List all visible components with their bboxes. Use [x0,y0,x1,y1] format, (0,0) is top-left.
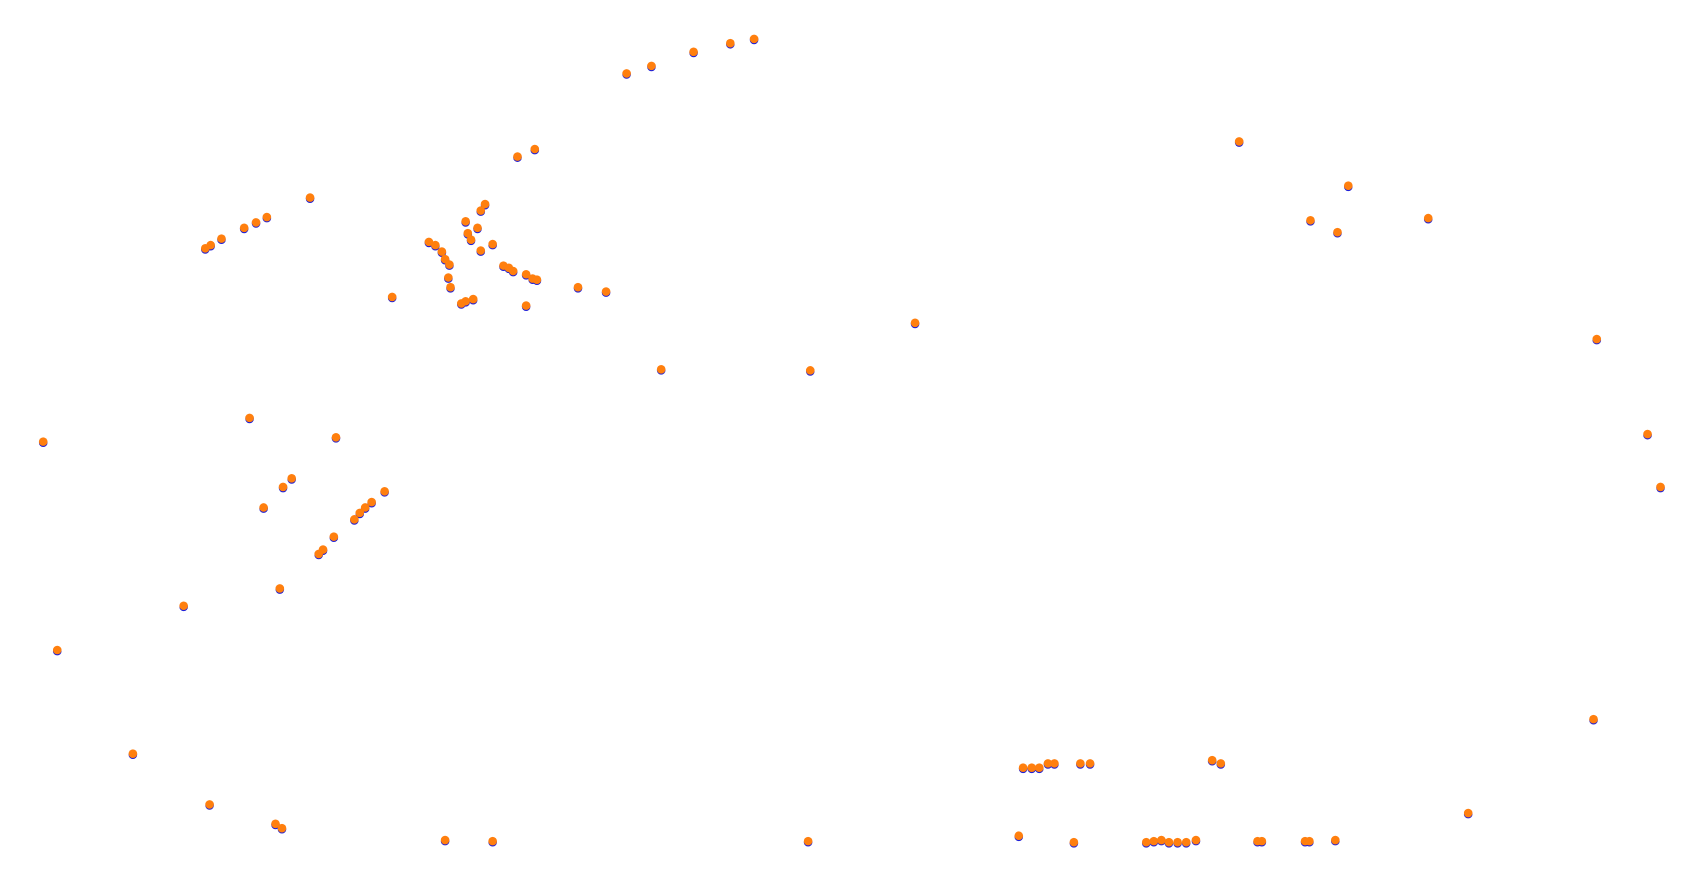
point [287,474,296,483]
point [262,212,272,222]
point [1643,429,1652,439]
point [601,287,611,296]
point [488,836,497,846]
point [480,199,490,209]
point [508,266,518,276]
point [1014,831,1024,841]
point [206,240,215,250]
point [424,237,434,247]
point [1423,213,1433,223]
point [463,228,473,238]
point [1234,137,1244,146]
point [380,486,389,496]
point [329,532,339,541]
point [1216,759,1226,768]
point [1085,759,1095,768]
point [1333,227,1342,237]
point [360,503,370,512]
point [205,800,214,809]
point [245,413,254,423]
point [1035,763,1044,773]
point [656,364,666,374]
point [726,38,735,48]
point [1043,759,1053,768]
point [466,235,476,245]
point [1305,836,1314,846]
point [521,269,531,279]
point [461,296,470,306]
point [1050,759,1059,768]
point [179,601,188,611]
point [259,503,268,512]
point [38,437,48,446]
point [217,234,226,243]
point [1149,836,1159,846]
point [275,584,285,593]
point [749,34,759,44]
point [1181,837,1191,847]
point [278,482,288,492]
point [468,294,478,304]
point [461,217,470,226]
point [521,301,531,310]
point [350,515,359,524]
point [1191,835,1201,845]
point [1257,836,1267,846]
point [305,193,315,202]
point [476,206,486,215]
point [530,144,540,154]
point [52,645,62,655]
point [239,223,249,233]
point [1656,482,1665,492]
point [473,223,482,233]
point [1141,837,1151,847]
point [331,433,341,442]
point [1589,714,1598,724]
point [1331,835,1340,845]
point [1207,755,1217,765]
point [446,282,455,292]
point [444,273,453,282]
point [1463,808,1473,818]
point [532,275,542,284]
point [1027,763,1037,773]
point [1306,215,1315,225]
point [1157,835,1166,845]
point [1076,759,1085,768]
point [355,508,365,518]
point [271,819,280,829]
point [440,835,450,845]
point [1343,181,1353,191]
point [1018,763,1028,773]
point [488,239,497,249]
point [387,292,397,302]
point [689,47,698,57]
point [437,247,447,256]
point [251,218,261,227]
point [367,497,376,507]
point [128,749,138,758]
point [573,282,583,292]
point [622,69,631,78]
point [1164,837,1174,847]
point [314,549,324,559]
point [431,240,440,250]
point [910,318,920,328]
point [277,823,287,833]
point [513,152,522,161]
point [1173,837,1182,847]
point [647,61,656,71]
point [476,246,486,255]
point [1069,837,1079,847]
point [805,366,815,375]
point [445,260,454,269]
point [803,836,813,846]
point [1592,334,1602,344]
